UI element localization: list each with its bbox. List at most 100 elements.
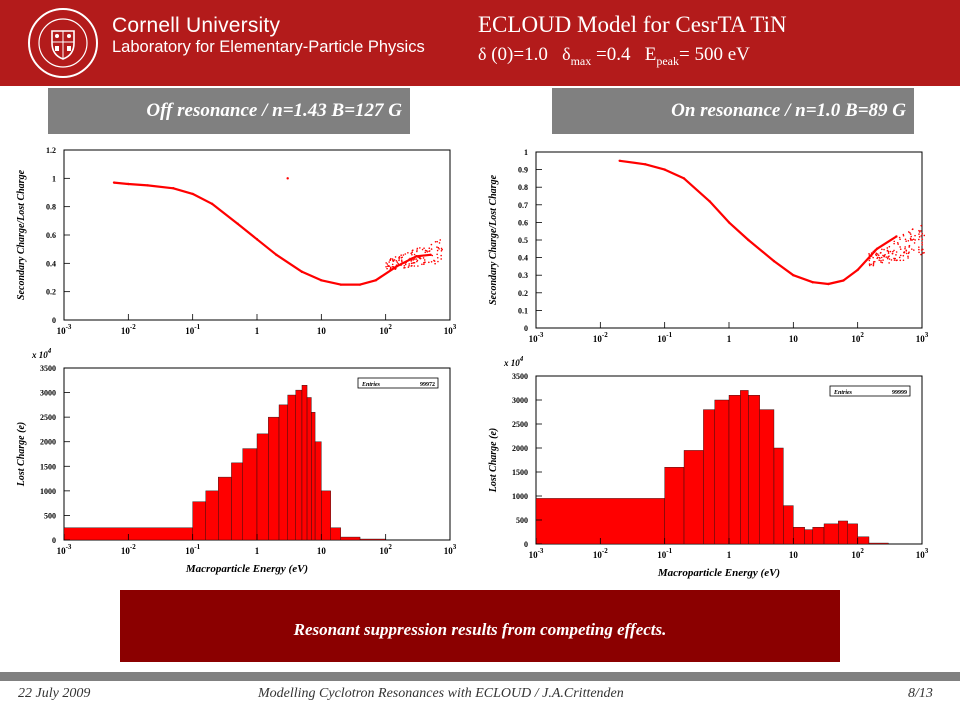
scatter-dot: [421, 263, 423, 266]
scatter-dot: [404, 266, 406, 269]
scatter-dot: [918, 236, 921, 238]
x-tick-label: 1: [255, 546, 260, 556]
histogram-bar: [256, 433, 269, 541]
scatter-dot: [411, 249, 414, 251]
scatter-dot: [424, 249, 427, 252]
scatter-dot: [892, 250, 894, 253]
x-tick-label: 102: [851, 331, 864, 344]
scatter-dot: [895, 259, 898, 262]
scatter-dot: [880, 261, 882, 263]
scatter-dot: [886, 257, 889, 260]
scatter-dot: [889, 250, 892, 253]
scatter-dot: [402, 254, 405, 256]
scatter-dot: [872, 250, 875, 253]
data-point: [339, 283, 342, 286]
data-point: [275, 253, 278, 257]
legend-box: [829, 385, 911, 397]
histogram-bar: [740, 390, 749, 545]
histogram-bar: [728, 395, 741, 545]
scatter-dot: [389, 266, 392, 269]
scatter-dot: [918, 233, 920, 235]
x-tick-label: 103: [916, 331, 929, 344]
histogram-bar: [857, 536, 870, 545]
scatter-dot: [918, 231, 921, 233]
scatter-dot: [909, 231, 911, 234]
scatter-dot: [868, 264, 871, 267]
scatter-dot: [920, 253, 922, 256]
legend-entries-value: 99999: [892, 390, 907, 396]
histogram-bar: [773, 447, 784, 545]
legend-entries-value: 99972: [420, 382, 435, 388]
y-tick-label: 3000: [512, 396, 528, 405]
y-tick-label: 0.4: [518, 254, 528, 263]
histogram-bar: [683, 450, 704, 545]
scatter-dot: [410, 262, 413, 265]
data-point: [146, 184, 149, 187]
scatter-dot: [904, 247, 906, 250]
scatter-dot: [392, 260, 395, 262]
scatter-dot: [907, 231, 910, 233]
scatter-dot: [398, 264, 400, 266]
y-tick-label: 1000: [40, 487, 56, 496]
delta-symbol-icon: δ: [478, 44, 487, 64]
data-point: [320, 279, 323, 282]
scatter-dot: [907, 240, 910, 242]
histogram-bar: [306, 397, 312, 541]
scatter-dot: [430, 243, 433, 246]
data-point: [358, 283, 362, 286]
scatter-dot: [391, 263, 394, 266]
data-point: [895, 235, 898, 238]
scatter-dot: [921, 232, 924, 235]
scatter-dot: [398, 258, 400, 260]
scatter-dot: [888, 262, 890, 264]
scatter-dot: [404, 253, 407, 255]
scatter-dot: [920, 235, 923, 237]
scatter-dot: [887, 256, 889, 258]
scatter-dot: [872, 261, 875, 263]
param-peak-sub: peak: [656, 53, 679, 68]
histogram-bar: [359, 538, 386, 541]
scatter-dot: [410, 265, 413, 267]
slide-title: ECLOUD Model for CesrTA TiN: [478, 12, 787, 37]
university-name: Cornell University: [112, 14, 281, 37]
histogram-bar: [268, 416, 280, 541]
scatter-dot: [438, 242, 441, 244]
scatter-dot: [922, 252, 924, 254]
scatter-dot: [905, 252, 908, 255]
x-axis-label: Macroparticle Energy (eV): [657, 567, 780, 579]
scatter-dot: [920, 224, 923, 227]
data-point: [856, 268, 859, 272]
scatter-dot: [411, 257, 413, 259]
param-max-sub: max: [570, 53, 592, 68]
y-tick-label: 2000: [512, 444, 528, 453]
x-tick-label: 10-1: [185, 543, 200, 556]
scatter-dot: [400, 254, 402, 256]
scatter-dot: [385, 266, 387, 268]
scatter-dot: [415, 258, 418, 260]
histogram-bar: [278, 404, 288, 541]
scatter-dot: [386, 267, 388, 270]
scatter-dot: [395, 259, 398, 262]
histogram-bar: [301, 385, 308, 541]
scatter-dot: [386, 263, 389, 265]
scatter-dot: [870, 252, 873, 254]
scatter-dot: [894, 257, 896, 260]
scatter-dot: [869, 257, 871, 260]
scatter-dot: [421, 248, 424, 251]
param-e-peak-value: = 500 eV: [679, 44, 750, 65]
histogram-bar: [321, 490, 331, 541]
scatter-dot: [920, 249, 923, 251]
data-point: [300, 270, 304, 274]
scatter-dot: [898, 236, 901, 239]
scatter-dot: [893, 259, 896, 261]
scatter-dot: [898, 256, 901, 259]
scatter-dot: [436, 256, 439, 259]
data-point: [112, 181, 116, 184]
scatter-dot: [883, 255, 885, 258]
y-tick-label: 0.5: [518, 236, 528, 245]
histogram-bar: [295, 389, 303, 541]
histogram-bar: [783, 505, 794, 545]
x-tick-label: 10-3: [529, 331, 544, 344]
scatter-dot: [909, 233, 912, 235]
scatter-dot: [923, 234, 926, 237]
